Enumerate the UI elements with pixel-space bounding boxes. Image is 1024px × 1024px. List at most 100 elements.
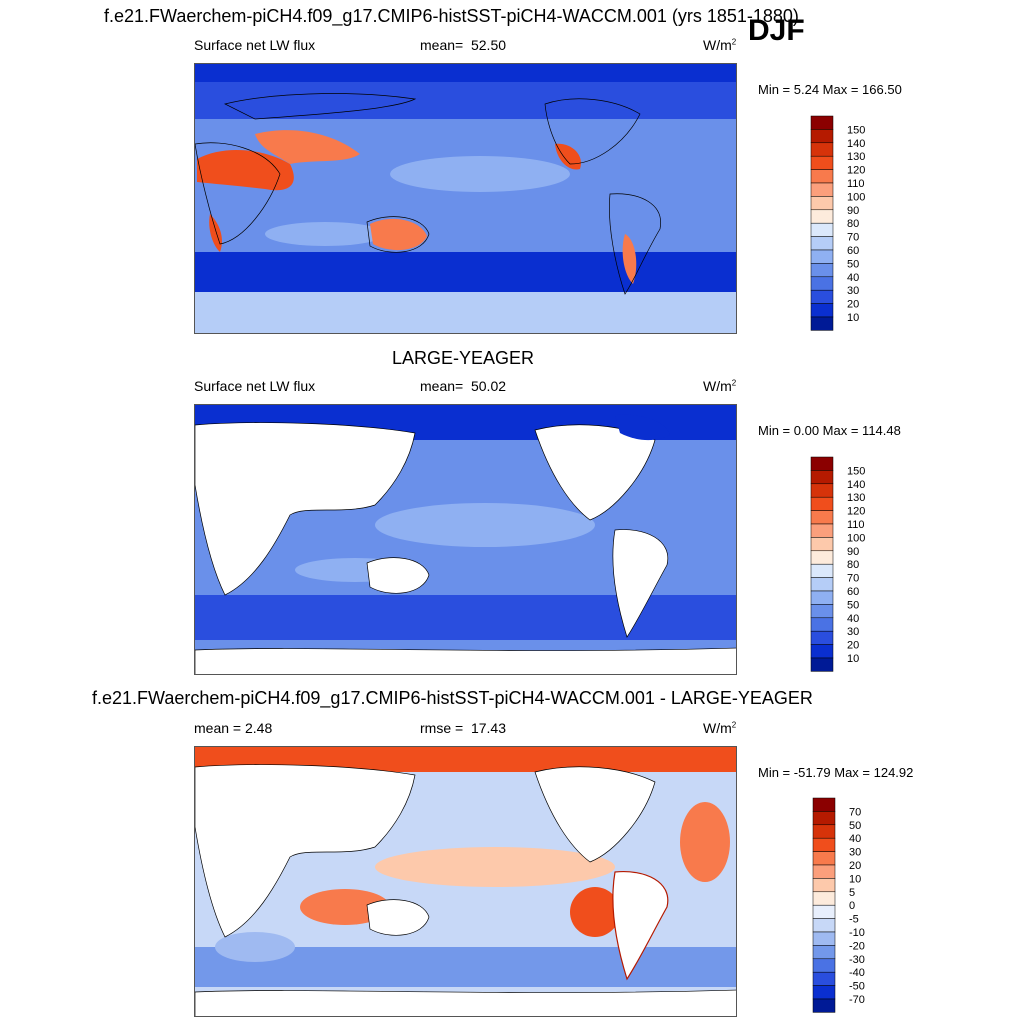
panel2-colorbar-box [810,657,834,672]
panel2-colorbar-box [810,590,834,605]
panel1-stat-value: 52.50 [470,37,507,53]
panel2-colorbar-box [810,537,834,552]
panel1-eurasia-coast [223,93,417,120]
panel1-colorbar-label: 90 [847,205,859,217]
panel1-colorbar-label: 80 [847,218,859,230]
panel2-stat-value: 50.02 [470,378,507,394]
panel3-colorbar-label: 5 [849,887,855,899]
panel1-colorbar-box [810,209,834,224]
panel2-colorbar-box [810,644,834,659]
panel1-samerica-coast [609,193,661,295]
panel1-colorbar-box [810,263,834,278]
panel3-left-label: mean = 2.48 [194,720,273,736]
panel2-units-sup: 2 [731,378,737,388]
panel2-stat: mean= 50.02 [420,378,506,394]
panel2-pacific-band [375,503,595,547]
panel1-colorbar-box [810,142,834,157]
panel3-colorbar: 70 50 40 30 20 10 5 0 -5 -10 -20 -30 -40 -50 -70 [812,797,873,1013]
panel1-units: W/m2 [703,37,736,53]
panel1-stat-label: mean= [420,37,464,53]
panel3-colorbar-box [812,891,836,906]
panel1-colorbar-box [810,276,834,291]
panel1-colorbar-box [810,129,834,144]
panel2-colorbar-box [810,483,834,498]
panel1-colorbar-box [810,182,834,197]
panel3-colorbar-box [812,918,836,933]
panel3-colorbar-label: -50 [849,981,865,993]
panel3-colorbar-box [812,998,836,1013]
panel3-colorbar-box [812,945,836,960]
panel1-stat: mean= 52.50 [420,37,506,53]
panel2-colorbar-label: 50 [847,599,859,611]
panel1-colorbar-box [810,249,834,264]
panel1-colorbar-box [810,222,834,237]
panel3-colorbar-box [812,797,836,812]
panel3-stat-value: 17.43 [470,720,507,736]
panel3-antarctica-land [195,989,736,1016]
panel1-andes-hot [622,234,637,284]
panel3-colorbar-label: 10 [849,873,861,885]
panel3-colorbar-label: 20 [849,860,861,872]
panel2-colorbar-label: 30 [847,626,859,638]
panel2-colorbar-box [810,550,834,565]
panel2-colorbar-label: 120 [847,506,865,518]
panel2-map [194,404,737,675]
panel1-colorbar-box [810,115,834,130]
panel3-colorbar-box [812,878,836,893]
panel1-colorbar-label: 60 [847,245,859,257]
panel1-colorbar-label: 10 [847,312,859,324]
panel1-southafrica-hot [209,214,222,252]
panel1-colorbar-label: 40 [847,272,859,284]
panel3-units: W/m2 [703,720,736,736]
panel2-colorbar-label: 40 [847,613,859,625]
panel2-map-svg [195,405,736,674]
panel3-eurasia-africa-land [195,764,416,938]
panel3-namerica-land [534,766,656,863]
panel1-australia-hot [370,218,427,251]
panel1-colorbar-label: 150 [847,124,865,136]
panel3-indian-warm [300,889,390,925]
panel1-africa-coast [195,142,281,245]
panel2-colorbar-label: 110 [847,519,865,531]
panel3-colorbar-box [812,864,836,879]
panel3-units-sup: 2 [731,720,737,730]
panel1-title: f.e21.FWaerchem-piCH4.f09_g17.CMIP6-hist… [104,6,799,26]
panel1-australia-coast [366,216,430,253]
panel1-map-svg [195,64,736,333]
panel3-colorbar-box [812,837,836,852]
panel1-colorbar-box [810,236,834,251]
panel2-colorbar-box [810,630,834,645]
panel2-colorbar-box [810,496,834,511]
panel2-samerica-land [612,529,669,638]
panel1-arctic-band [195,64,736,82]
panel3-map [194,746,737,1017]
panel2-colorbar-label: 70 [847,573,859,585]
panel2-colorbar-box [810,577,834,592]
panel1-colorbar-box [810,289,834,304]
panel2-hudson-deep [615,414,670,441]
panel3-range: Min = -51.79 Max = 124.92 [758,765,914,780]
panel2-colorbar-label: 140 [847,479,865,491]
panel2-colorbar-label: 100 [847,532,865,544]
panel3-colorbar-label: 70 [849,806,861,818]
panel3-samerica-land [612,870,669,981]
panel2-colorbar-label: 130 [847,492,865,504]
panel3-colorbar-label: 30 [849,847,861,859]
panel3-colorbar-label: -40 [849,967,865,979]
panel2-colorbar-label: 10 [847,653,859,665]
panel1-colorbar-label: 50 [847,258,859,270]
panel3-stat: rmse = 17.43 [420,720,506,736]
panel3-colorbar-label: 0 [849,900,855,912]
panel1-colorbar-label: 30 [847,285,859,297]
panel3-equatorial-warm [375,847,615,887]
panel1-colorbar-label: 120 [847,165,865,177]
panel2-colorbar-label: 150 [847,465,865,477]
panel2-colorbar-box [810,470,834,485]
panel3-map-svg [195,747,736,1016]
panel1-map [194,63,737,334]
panel2-namerica-land [534,424,656,521]
panel3-colorbar-label: -20 [849,940,865,952]
